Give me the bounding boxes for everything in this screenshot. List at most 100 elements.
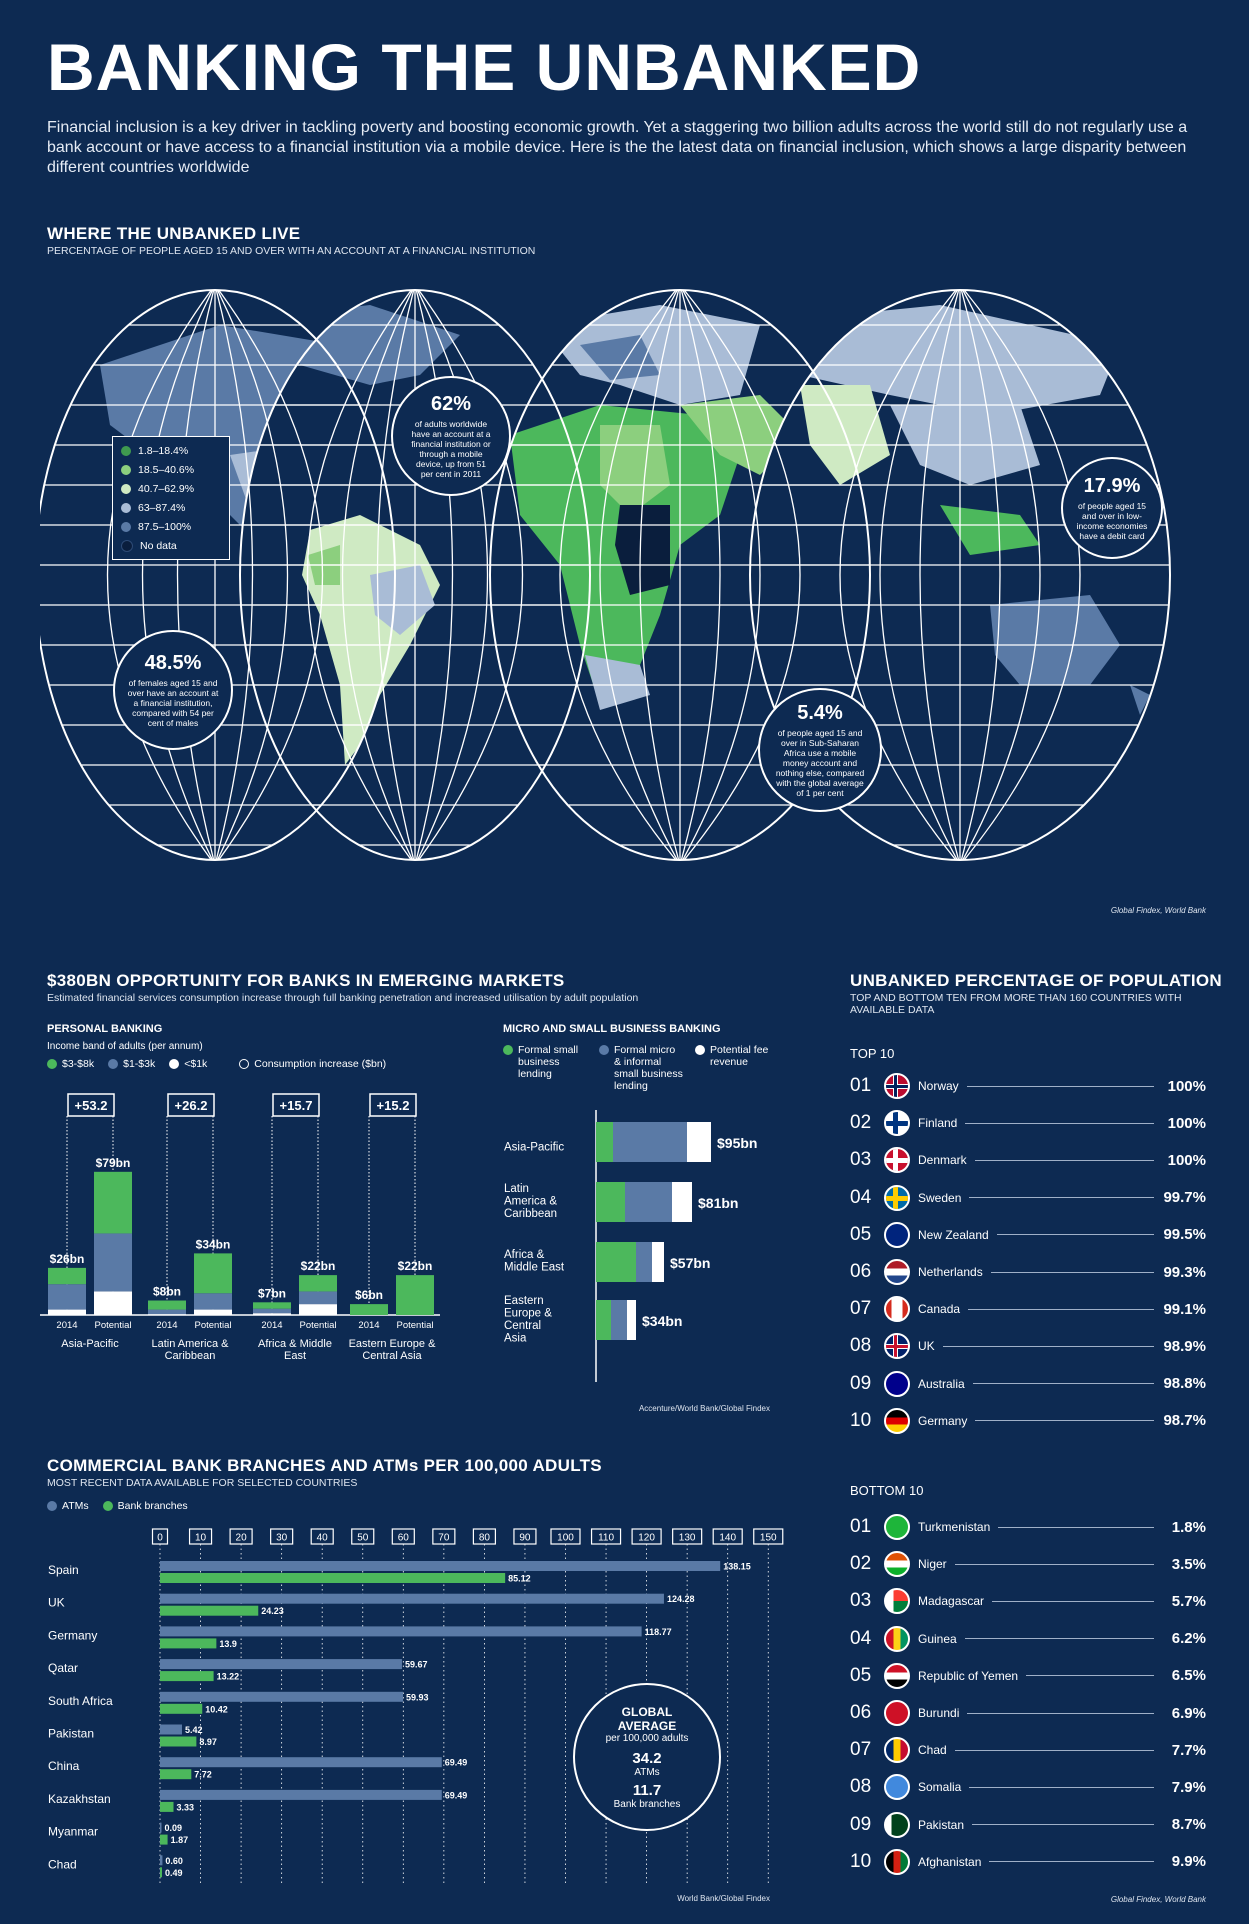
legend-label: 40.7–62.9% — [138, 482, 195, 495]
leader-line — [964, 1638, 1154, 1640]
niger-flag-icon — [884, 1551, 910, 1578]
bar-value-label: 85.12 — [508, 1574, 531, 1584]
bar-value-label: 13.9 — [219, 1639, 237, 1649]
bar-category-label: 2014 — [358, 1320, 379, 1331]
legend-label: ATMs — [62, 1500, 89, 1512]
legend-swatch-2 — [121, 464, 131, 475]
leader-line — [975, 1420, 1154, 1422]
rank-number: 04 — [850, 1186, 872, 1208]
bar-value-label: 7.72 — [194, 1770, 212, 1780]
bar-value-label: 118.77 — [645, 1627, 672, 1637]
micro-category-label: Caribbean — [504, 1208, 557, 1220]
leader-line — [990, 1271, 1154, 1273]
sweden-flag-icon — [884, 1184, 910, 1211]
axis-tick-label: 140 — [719, 1533, 736, 1544]
legend-label: <$1k — [184, 1058, 208, 1070]
increase-label: +15.2 — [377, 1098, 410, 1113]
country-name: Netherlands — [918, 1265, 983, 1279]
map-legend-item: 63–87.4% — [121, 498, 221, 517]
ranking-row: 02 Finland 100% — [850, 1110, 1206, 1137]
bar-segment-green — [94, 1171, 132, 1234]
chad-flag-icon — [884, 1737, 910, 1764]
bar-atms — [160, 1626, 642, 1637]
ranking-row: 08 UK 98.9% — [850, 1333, 1206, 1360]
region-label: East — [284, 1350, 306, 1362]
axis-tick-label: 70 — [438, 1533, 450, 1544]
rank-number: 08 — [850, 1776, 872, 1798]
bar-category-label: Potential — [300, 1320, 337, 1331]
map-legend-item: 1.8–18.4% — [121, 441, 221, 460]
bar-segment-white — [148, 1314, 186, 1315]
legend-swatch-4 — [121, 502, 131, 513]
micro-legend: Formal small business lending Formal mic… — [503, 1044, 771, 1092]
netherlands-flag-icon — [884, 1259, 910, 1285]
legend-swatch — [599, 1045, 609, 1055]
bar-total-label: $8bn — [153, 1285, 181, 1299]
bar-value-label: 59.93 — [406, 1692, 429, 1702]
percentage-value: 7.7% — [1171, 1741, 1206, 1759]
legend-swatch — [169, 1059, 180, 1069]
axis-tick-label: 130 — [679, 1533, 696, 1544]
micro-total-label: $34bn — [642, 1313, 682, 1329]
callout-text: of people aged 15 and over in low-income… — [1076, 501, 1148, 541]
axis-tick-label: 120 — [638, 1533, 655, 1544]
micro-legend-item: Formal micro & informal small business l… — [599, 1044, 685, 1092]
country-name: Republic of Yemen — [918, 1668, 1019, 1683]
micro-title: MICRO AND SMALL BUSINESS BANKING — [503, 1023, 721, 1035]
bar-segment-blue — [194, 1293, 232, 1310]
bar-value-label: 69.49 — [445, 1790, 468, 1800]
branches-title: COMMERCIAL BANK BRANCHES AND ATMs PER 10… — [47, 1456, 602, 1475]
map-legend-item: 40.7–62.9% — [121, 479, 221, 498]
ranking-row: 02 Niger 3.5% — [850, 1551, 1206, 1578]
rank-number: 10 — [850, 1409, 872, 1431]
country-label: China — [48, 1759, 80, 1773]
callout-debit-card: 17.9% of people aged 15 and over in low-… — [1061, 457, 1163, 559]
axis-tick-label: 10 — [195, 1533, 207, 1544]
opportunity-title: $380BN OPPORTUNITY FOR BANKS IN EMERGING… — [47, 971, 565, 990]
leader-line — [972, 1383, 1154, 1385]
bar-value-label: 8.97 — [199, 1737, 217, 1747]
personal-banking-chart: +53.2 $26bn 2014 $79bn Potential Asia-Pacific… — [40, 1093, 440, 1362]
ranking-row: 06 Netherlands 99.3% — [850, 1259, 1206, 1285]
increase-box — [67, 1093, 115, 1117]
bar-branches — [160, 1834, 168, 1845]
micro-category-label: Europe & — [504, 1308, 552, 1320]
bar-value-label: 0.60 — [165, 1856, 183, 1866]
bar-total-label: $6bn — [355, 1288, 383, 1302]
bar-atms — [160, 1691, 404, 1702]
map-legend-item: 87.5–100% — [121, 517, 221, 536]
ranking-row: 10 Germany 98.7% — [850, 1407, 1206, 1434]
country-label: Germany — [48, 1628, 97, 1642]
country-name: Germany — [918, 1413, 968, 1428]
leader-line — [989, 1861, 1154, 1863]
callout-value: 48.5% — [144, 652, 202, 674]
country-name: Norway — [918, 1079, 959, 1093]
region-label: Caribbean — [165, 1350, 216, 1362]
callout-value: 17.9% — [1083, 475, 1141, 497]
increase-box — [272, 1093, 320, 1117]
bar-atms — [160, 1593, 664, 1604]
ranking-row: 06 Burundi 6.9% — [850, 1700, 1206, 1726]
leader-line — [942, 1345, 1154, 1347]
callout-text: of people aged 15 and over in Sub-Sahara… — [775, 728, 865, 798]
ranking-row: 09 Pakistan 8.7% — [850, 1811, 1206, 1838]
micro-category-label: Asia — [504, 1333, 527, 1345]
rank-number: 01 — [850, 1075, 872, 1096]
bar-value-label: 3.33 — [177, 1802, 195, 1812]
bar-atms — [160, 1561, 721, 1571]
legend-label: Potential fee revenue — [710, 1044, 769, 1068]
leader-line — [974, 1159, 1154, 1161]
world-map — [40, 289, 1171, 861]
rank-number: 08 — [850, 1335, 872, 1357]
region-label: Eastern Europe & — [349, 1338, 436, 1350]
increase-box — [369, 1093, 417, 1117]
percentage-value: 98.7% — [1163, 1412, 1206, 1430]
legend-swatch — [47, 1501, 57, 1511]
bar-branches — [160, 1703, 203, 1714]
country-name: Niger — [918, 1557, 947, 1572]
callout-value: 5.4% — [797, 702, 843, 724]
unbanked-title: UNBANKED PERCENTAGE OF POPULATION — [850, 971, 1222, 990]
leader-line — [992, 1600, 1154, 1602]
personal-title: PERSONAL BANKING — [47, 1023, 163, 1035]
callout-adults-account: 62% of adults worldwide have an account … — [391, 376, 511, 496]
